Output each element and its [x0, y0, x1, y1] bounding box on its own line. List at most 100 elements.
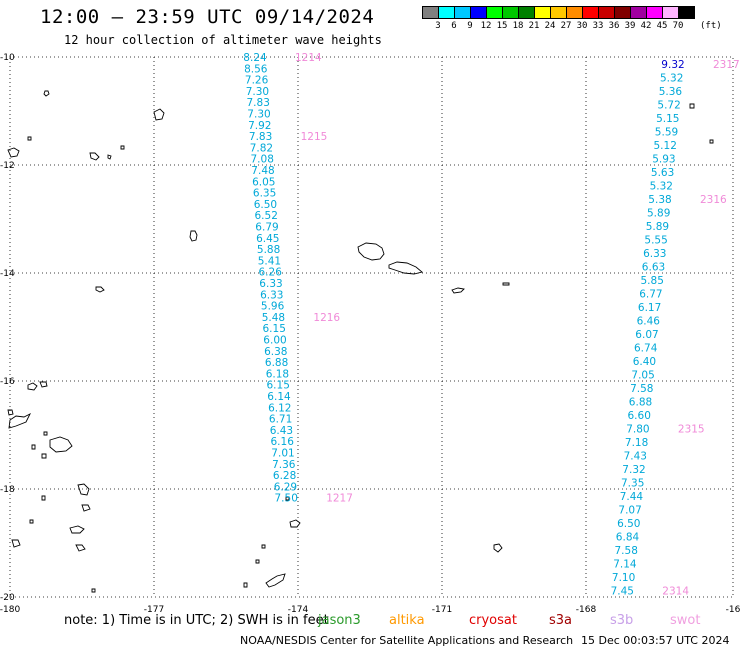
altimeter-tracks: 8.248.567.267.307.837.307.927.837.827.08… [243, 52, 739, 598]
wave-height-label: 7.05 [631, 370, 654, 382]
wave-height-label: 5.55 [644, 235, 667, 247]
lon-tick-label: -16 [726, 605, 740, 615]
time-marker-label: 1217 [326, 493, 353, 505]
wave-height-label: 7.18 [625, 437, 648, 449]
legend-label: 42 [640, 21, 652, 31]
legend-unit: (ft) [700, 21, 722, 31]
wave-height-label: 5.32 [660, 73, 683, 85]
legend-label: 15 [496, 21, 508, 31]
wave-height-label: 6.88 [265, 357, 288, 369]
wave-height-label: 6.40 [633, 356, 656, 368]
legend-label: 36 [608, 21, 620, 31]
wave-height-label: 6.74 [634, 343, 658, 355]
wave-height-label: 7.80 [626, 424, 649, 436]
island-fiji-9 [77, 483, 90, 496]
lat-tick-label: -20 [0, 593, 15, 603]
island-futuna [95, 286, 105, 293]
wave-height-label: 7.14 [613, 559, 637, 571]
island-fiji-12 [29, 519, 34, 524]
island-tonga-4 [255, 559, 260, 564]
wave-height-label: 5.89 [647, 208, 670, 220]
time-marker-label: 2315 [678, 424, 705, 436]
island-east-1 [689, 103, 695, 109]
legend-label: 6 [451, 21, 457, 31]
wave-height-label: 7.58 [630, 383, 653, 395]
wave-height-label: 7.10 [612, 572, 635, 584]
wave-height-label: 6.12 [268, 402, 291, 414]
island-fiji-viti-levu [49, 436, 73, 453]
wave-height-label: 5.41 [258, 255, 281, 267]
island-tonga-2 [285, 496, 290, 501]
page-subtitle: 12 hour collection of altimeter wave hei… [64, 33, 382, 47]
island-samoa-savaii [357, 242, 385, 261]
wave-height-label: 5.93 [652, 154, 675, 166]
wave-height-label: 6.16 [271, 436, 295, 448]
island-tuvalu-1 [89, 152, 100, 161]
lat-tick-label: -16 [0, 377, 15, 387]
island-tonga-3 [261, 544, 266, 549]
wave-height-label: 6.88 [629, 397, 652, 409]
wave-height-label: 6.26 [259, 267, 283, 279]
wave-height-label: 6.15 [263, 323, 286, 335]
wave-height-label: 5.32 [650, 181, 673, 193]
satellite-jason3: jason3 [318, 613, 361, 628]
legend-label: 3 [435, 21, 441, 31]
wave-height-label: 7.45 [611, 586, 634, 598]
wave-height-label: 8.24 [243, 52, 267, 64]
wave-height-label: 6.84 [616, 532, 640, 544]
wave-height-label: 6.38 [264, 346, 287, 358]
island-tokelau-1 [43, 90, 50, 97]
legend-label: 30 [576, 21, 588, 31]
wave-height-label: 5.48 [262, 312, 285, 324]
wave-height-label: 5.38 [648, 194, 671, 206]
island-fiji-10 [81, 504, 91, 512]
footer-credit: NOAA/NESDIS Center for Satellite Applica… [240, 634, 574, 647]
lon-tick-label: -168 [576, 605, 597, 615]
map-grid [9, 56, 734, 598]
lat-tick-label: -14 [0, 269, 15, 279]
satellite-cryosat: cryosat [469, 613, 517, 628]
legend-label: 12 [480, 21, 492, 31]
wave-height-label: 6.29 [274, 481, 297, 493]
wave-height-label: 5.72 [657, 100, 680, 112]
wave-height-label: 6.33 [643, 248, 666, 260]
lon-tick-label: -177 [144, 605, 164, 615]
island-fiji-8 [41, 453, 47, 459]
island-tonga-6 [243, 582, 248, 588]
island-wallis [189, 230, 198, 242]
island-fiji-vanua-levu [8, 412, 32, 429]
satellite-s3a: s3a [549, 613, 573, 628]
wave-height-label: 5.12 [654, 140, 677, 152]
wave-height-label: 5.96 [261, 301, 285, 313]
wave-height-label: 6.33 [260, 289, 283, 301]
wave-height-label: 6.50 [254, 199, 277, 211]
legend-label: 21 [528, 21, 540, 31]
wave-height-label: 6.17 [638, 302, 661, 314]
wave-height-label: 6.50 [617, 518, 640, 530]
island-fiji-7 [43, 431, 48, 436]
page-title: 12:00 — 23:59 UTC 09/14/2024 [40, 6, 375, 28]
island-nui [27, 136, 32, 141]
wave-height-label: 7.50 [275, 493, 298, 505]
island-tuvalu-2 [120, 145, 125, 150]
island-samoa-upolu [388, 261, 423, 275]
island-tuvalu-3 [107, 154, 112, 160]
legend-swatch [678, 6, 695, 19]
legend-label: 45 [656, 21, 668, 31]
island-swains [502, 282, 510, 286]
wave-height-label: 6.28 [273, 470, 296, 482]
wave-height-label: 7.92 [248, 120, 271, 132]
wave-height-label: 5.89 [646, 221, 669, 233]
island-fiji-6 [31, 444, 36, 450]
legend-label: 27 [560, 21, 572, 31]
track-1: 8.248.567.267.307.837.307.927.837.827.08… [243, 52, 353, 505]
wave-height-label: 5.59 [655, 127, 678, 139]
footer-note: note: 1) Time is in UTC; 2) SWH is in fe… [64, 613, 329, 628]
lat-tick-label: -18 [0, 485, 15, 495]
legend-label: 33 [592, 21, 604, 31]
island-fiji-5 [7, 409, 14, 416]
wave-height-label: 6.00 [263, 335, 286, 347]
map-frame [9, 56, 734, 598]
wave-height-label: 6.14 [267, 391, 291, 403]
